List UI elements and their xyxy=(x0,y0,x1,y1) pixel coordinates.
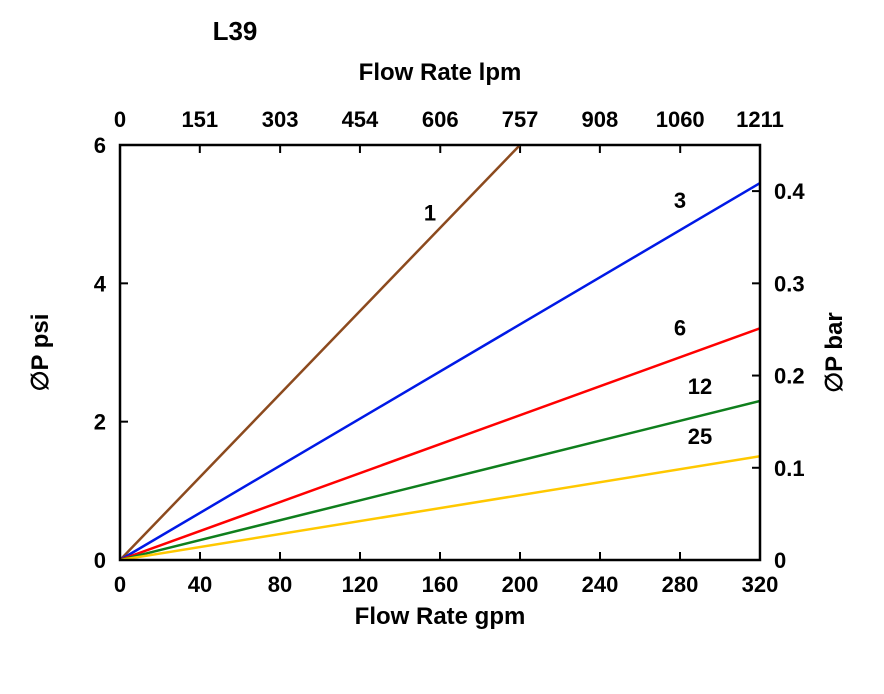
x-top-tick-label: 454 xyxy=(342,107,379,132)
y-left-tick-label: 0 xyxy=(94,548,106,573)
y-left-tick-label: 4 xyxy=(94,271,107,296)
series-label: 1 xyxy=(424,200,436,225)
x-bottom-tick-label: 160 xyxy=(422,572,459,597)
x-top-tick-label: 0 xyxy=(114,107,126,132)
x-bottom-tick-label: 120 xyxy=(342,572,379,597)
x-top-tick-label: 1211 xyxy=(736,107,784,132)
pressure-flow-chart: L39Flow Rate lpm015130345460675790810601… xyxy=(0,0,884,694)
y-right-tick-label: 0.3 xyxy=(774,271,805,296)
y-left-axis-title: ∅P psi xyxy=(27,314,54,392)
x-bottom-tick-label: 0 xyxy=(114,572,126,597)
x-bottom-tick-label: 280 xyxy=(662,572,699,597)
y-right-tick-label: 0.1 xyxy=(774,456,805,481)
x-top-tick-label: 151 xyxy=(181,107,218,132)
chart-svg: L39Flow Rate lpm015130345460675790810601… xyxy=(0,0,884,694)
x-bottom-tick-label: 200 xyxy=(502,572,539,597)
x-bottom-tick-label: 320 xyxy=(742,572,779,597)
x-bottom-tick-label: 80 xyxy=(268,572,292,597)
x-top-tick-label: 303 xyxy=(262,107,299,132)
x-top-axis-title: Flow Rate lpm xyxy=(359,59,522,86)
x-top-tick-label: 606 xyxy=(422,107,459,132)
y-left-tick-label: 2 xyxy=(94,410,106,435)
series-label: 3 xyxy=(674,188,686,213)
y-right-axis-title: ∅P bar xyxy=(821,312,848,393)
x-bottom-axis-title: Flow Rate gpm xyxy=(355,603,526,630)
series-label: 25 xyxy=(688,424,712,449)
x-bottom-tick-label: 240 xyxy=(582,572,619,597)
x-bottom-tick-label: 40 xyxy=(188,572,212,597)
y-right-tick-label: 0.2 xyxy=(774,364,805,389)
chart-title: L39 xyxy=(213,16,258,46)
x-top-tick-label: 908 xyxy=(582,107,619,132)
y-left-tick-label: 6 xyxy=(94,133,106,158)
y-right-tick-label: 0.4 xyxy=(774,179,805,204)
x-top-tick-label: 757 xyxy=(502,107,539,132)
x-top-tick-label: 1060 xyxy=(656,107,705,132)
series-label: 6 xyxy=(674,315,686,340)
series-label: 12 xyxy=(688,374,712,399)
y-right-tick-label: 0 xyxy=(774,548,786,573)
